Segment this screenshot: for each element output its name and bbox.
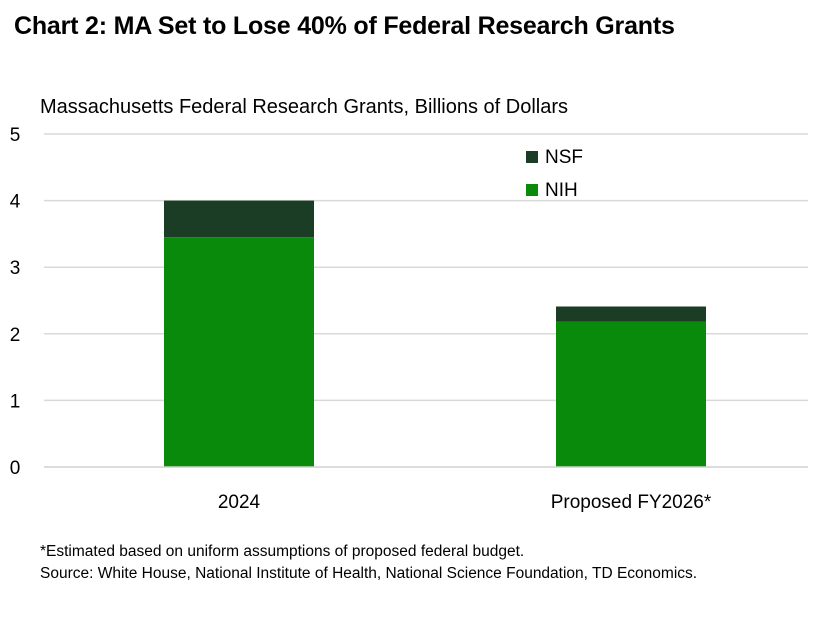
footnote-note: *Estimated based on uniform assumptions … [40, 543, 525, 560]
bar-nih-proposed-fy2026 [556, 321, 706, 467]
x-tick-label-0: 2024 [218, 492, 261, 513]
legend: NSF NIH [526, 147, 583, 201]
chart-subtitle: Massachusetts Federal Research Grants, B… [40, 96, 568, 118]
footnote-block: *Estimated based on uniform assumptions … [40, 541, 800, 585]
y-tick-label-3: 3 [10, 258, 21, 279]
legend-label-nih: NIH [545, 180, 578, 201]
bars [164, 200, 706, 467]
stacked-bar-chart: 0 1 2 3 4 5 2024 Proposed FY2026* NSF NIH [10, 125, 808, 513]
y-tick-label-4: 4 [10, 192, 21, 213]
y-tick-label-0: 0 [10, 458, 21, 479]
bar-nsf-2024 [164, 200, 314, 238]
legend-swatch-nsf [526, 151, 538, 163]
bar-nsf-proposed-fy2026 [556, 306, 706, 322]
x-tick-label-1: Proposed FY2026* [551, 492, 712, 513]
y-axis-ticks: 0 1 2 3 4 5 [10, 125, 21, 479]
legend-label-nsf: NSF [545, 147, 583, 168]
legend-swatch-nih [526, 184, 538, 196]
y-tick-label-1: 1 [10, 391, 21, 412]
footnote-source: Source: White House, National Institute … [40, 565, 698, 582]
x-axis-labels: 2024 Proposed FY2026* [218, 492, 712, 513]
chart-title: Chart 2: MA Set to Lose 40% of Federal R… [14, 12, 675, 40]
y-tick-label-5: 5 [10, 125, 21, 146]
bar-nih-2024 [164, 237, 314, 467]
y-tick-label-2: 2 [10, 325, 21, 346]
